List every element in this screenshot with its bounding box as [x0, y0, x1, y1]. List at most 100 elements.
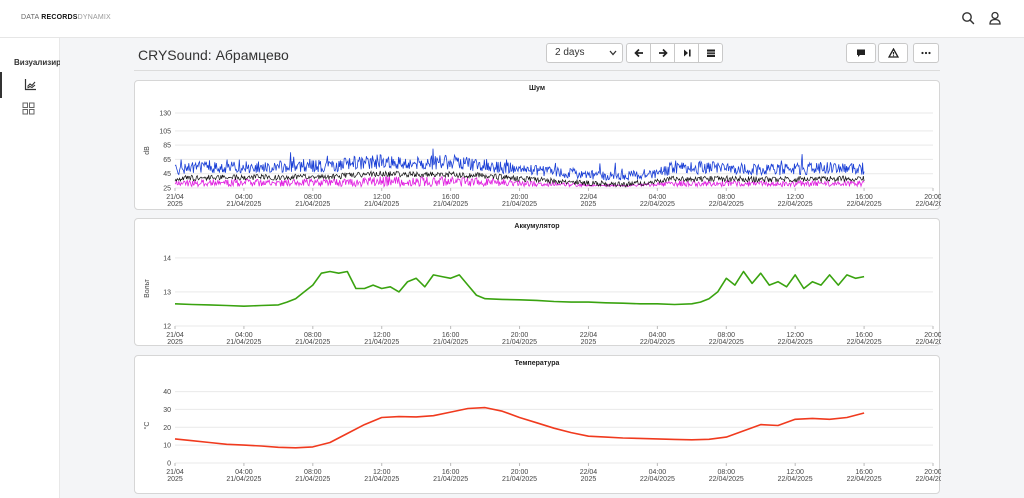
- x-tick-label: 08:00: [304, 469, 322, 476]
- y-tick-label: 40: [163, 389, 171, 396]
- comment-icon: [857, 49, 865, 57]
- search-icon[interactable]: [961, 11, 975, 25]
- x-tick-date: 22/04/2025: [709, 201, 744, 208]
- arrow-right-icon: [658, 48, 668, 58]
- x-tick-date: 22/04/2025: [778, 339, 813, 346]
- y-tick-label: 14: [163, 255, 171, 262]
- chart-title: Аккумулятор: [514, 223, 560, 230]
- x-tick-label: 08:00: [718, 469, 736, 476]
- x-tick-label: 12:00: [786, 469, 804, 476]
- y-tick-label: 12: [163, 324, 171, 331]
- alerts-button[interactable]: [878, 43, 908, 63]
- jump-to-latest-button[interactable]: [674, 43, 699, 63]
- x-tick-date: 22/04/2025: [915, 339, 941, 346]
- grid-icon: [22, 102, 35, 115]
- time-navigation: [626, 43, 723, 63]
- comments-button[interactable]: [846, 43, 876, 63]
- x-tick-date: 2025: [167, 476, 183, 483]
- main-content: CRYSound: Абрамцево 2 days Шум 25 45 65 85 1…: [60, 38, 1024, 498]
- x-tick-date: 21/04/2025: [295, 201, 330, 208]
- x-tick-label: 21/04: [166, 332, 184, 339]
- x-tick-date: 22/04/2025: [640, 339, 675, 346]
- x-tick-label: 20:00: [924, 332, 941, 339]
- y-tick-label: 45: [163, 171, 171, 178]
- sidebar-item-charts[interactable]: [0, 72, 60, 98]
- x-tick-label: 16:00: [855, 194, 873, 201]
- series-line: [174, 270, 865, 307]
- x-tick-date: 21/04/2025: [226, 339, 261, 346]
- x-tick-label: 21/04: [166, 194, 184, 201]
- x-tick-label: 16:00: [442, 332, 460, 339]
- x-tick-date: 22/04/2025: [915, 476, 941, 483]
- x-tick-label: 04:00: [649, 332, 667, 339]
- x-tick-label: 04:00: [235, 194, 253, 201]
- more-options-button[interactable]: [913, 43, 939, 63]
- temperature-chart[interactable]: 010203040°C21/04202504:0021/04/202508:00…: [135, 356, 941, 495]
- user-icon[interactable]: [988, 11, 1002, 25]
- more-icon: [921, 51, 931, 55]
- calendar-button[interactable]: [698, 43, 723, 63]
- temperature-chart-panel: Температура 0 10 20 30 40 °C 21/04 2025 04:00 21/…: [134, 355, 941, 495]
- y-tick-label: 65: [163, 157, 171, 164]
- y-tick-label: 0: [167, 461, 171, 468]
- series-line-max: [174, 148, 865, 181]
- sidebar: Визуализиро: [0, 38, 60, 498]
- x-tick-date: 21/04/2025: [433, 476, 468, 483]
- x-tick-date: 21/04/2025: [364, 339, 399, 346]
- x-tick-date: 22/04/2025: [847, 201, 882, 208]
- x-tick-date: 22/04/2025: [778, 201, 813, 208]
- x-tick-date: 2025: [167, 201, 183, 208]
- x-tick-label: 20:00: [511, 332, 529, 339]
- x-tick-date: 2025: [581, 476, 597, 483]
- x-tick-date: 21/04/2025: [226, 476, 261, 483]
- y-tick-label: 130: [159, 111, 171, 118]
- x-tick-label: 04:00: [649, 194, 667, 201]
- header-divider: [134, 70, 940, 71]
- x-tick-date: 22/04/2025: [915, 201, 941, 208]
- top-bar: DATA RECORDSDYNAMIX: [0, 0, 1024, 38]
- x-tick-label: 20:00: [511, 194, 529, 201]
- x-tick-label: 12:00: [786, 194, 804, 201]
- y-axis-label: Вольт: [144, 278, 151, 298]
- series-line-avg: [174, 170, 865, 188]
- x-tick-label: 12:00: [786, 332, 804, 339]
- x-tick-label: 12:00: [373, 332, 391, 339]
- x-tick-date: 21/04/2025: [433, 201, 468, 208]
- x-tick-date: 22/04/2025: [709, 476, 744, 483]
- x-tick-date: 21/04/2025: [502, 201, 537, 208]
- x-tick-label: 16:00: [442, 469, 460, 476]
- x-tick-label: 12:00: [373, 469, 391, 476]
- x-tick-date: 22/04/2025: [640, 201, 675, 208]
- y-tick-label: 105: [159, 128, 171, 135]
- series-line: [174, 406, 865, 449]
- x-tick-date: 22/04/2025: [847, 339, 882, 346]
- x-tick-date: 21/04/2025: [364, 476, 399, 483]
- y-tick-label: 30: [163, 407, 171, 414]
- calendar-icon: [706, 49, 715, 57]
- x-tick-date: 2025: [581, 201, 597, 208]
- app-logo[interactable]: DATA RECORDSDYNAMIX: [21, 14, 111, 21]
- next-period-button[interactable]: [650, 43, 675, 63]
- battery-chart[interactable]: 121314Вольт21/04202504:0021/04/202508:00…: [135, 219, 941, 347]
- noise-chart-panel: Шум 25 45 65 85 105 130 dB 21/04 2025 04:00 21/04/…: [134, 80, 941, 211]
- x-tick-label: 20:00: [924, 194, 941, 201]
- x-tick-date: 22/04/2025: [640, 476, 675, 483]
- x-tick-date: 2025: [167, 339, 183, 346]
- x-tick-date: 21/04/2025: [295, 476, 330, 483]
- x-tick-label: 16:00: [442, 194, 460, 201]
- x-tick-label: 12:00: [373, 194, 391, 201]
- x-tick-date: 22/04/2025: [778, 476, 813, 483]
- x-tick-date: 21/04/2025: [433, 339, 468, 346]
- x-tick-label: 20:00: [511, 469, 529, 476]
- y-tick-label: 20: [163, 425, 171, 432]
- time-range-value: 2 days: [555, 47, 585, 58]
- time-range-select[interactable]: 2 days: [546, 43, 623, 63]
- previous-period-button[interactable]: [626, 43, 651, 63]
- y-tick-label: 10: [163, 443, 171, 450]
- sidebar-item-dashboard[interactable]: [0, 96, 60, 122]
- chart-title: Шум: [528, 85, 545, 92]
- noise-chart[interactable]: 25456585105130dB21/04202504:0021/04/2025…: [135, 81, 941, 211]
- x-tick-label: 22/04: [580, 332, 598, 339]
- y-tick-label: 13: [163, 289, 171, 296]
- skip-to-end-icon: [683, 49, 691, 57]
